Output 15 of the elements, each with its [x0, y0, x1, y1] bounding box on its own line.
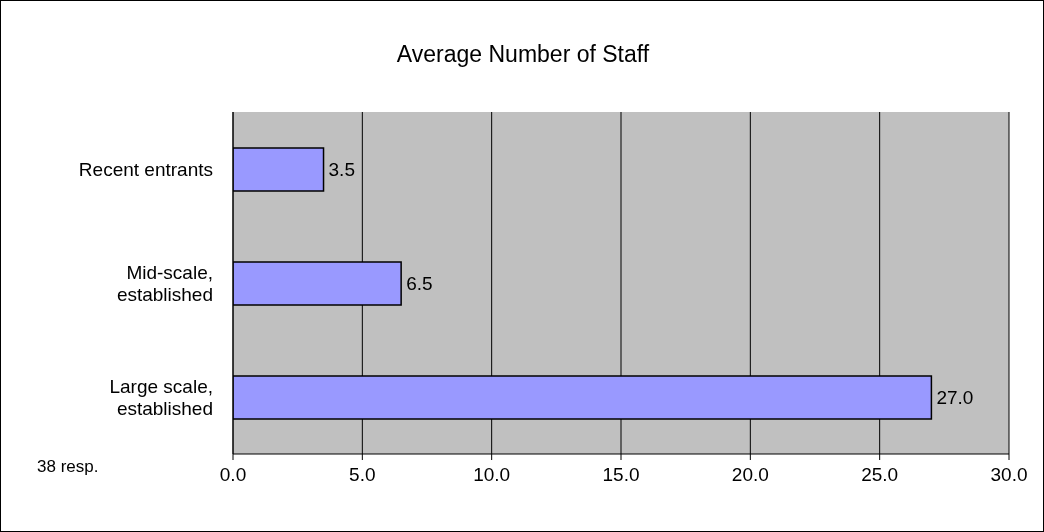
x-tick-label: 30.0: [990, 464, 1028, 486]
data-label: 6.5: [406, 273, 433, 295]
data-label: 3.5: [328, 159, 355, 181]
x-tick-label: 15.0: [602, 464, 640, 486]
data-label: 27.0: [936, 387, 974, 409]
text: 38 resp.: [37, 457, 99, 477]
chart-title: Average Number of Staff: [395, 41, 651, 68]
x-tick-label: 5.0: [349, 464, 376, 486]
x-tick-label: 20.0: [731, 464, 769, 486]
x-tick-label: 25.0: [861, 464, 899, 486]
y-tick-label: Mid-scale, established: [116, 261, 213, 305]
x-tick-label: 0.0: [219, 464, 247, 486]
y-tick-label: Large scale, established: [109, 375, 213, 419]
y-tick-label: Recent entrants: [78, 158, 213, 180]
x-tick-label: 10.0: [473, 464, 511, 486]
